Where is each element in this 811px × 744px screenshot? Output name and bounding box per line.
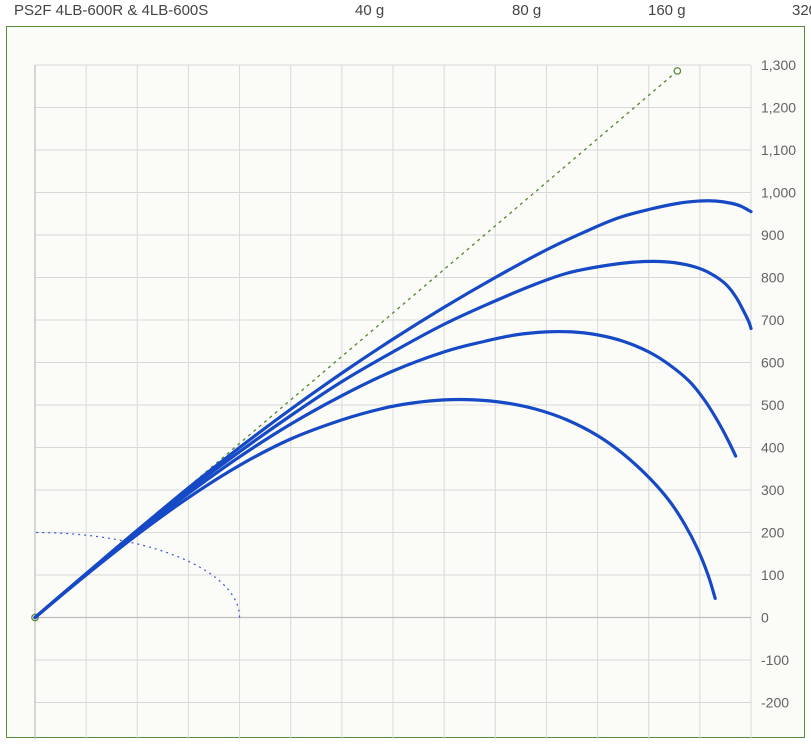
plot-svg: -300 -200 -100 0 100 200 300 400 500 600 700 800 900… — [7, 27, 806, 739]
ytick-label: 400 — [761, 440, 785, 456]
chart-container: PS2F 4LB-600R & 4LB-600S 40 g 80 g 160 g… — [0, 0, 811, 744]
ytick-label: 100 — [761, 567, 785, 583]
ytick-label: 300 — [761, 482, 785, 498]
ytick-label: -300 — [761, 737, 789, 739]
ytick-label: 900 — [761, 227, 785, 243]
ytick-label: 800 — [761, 270, 785, 286]
ytick-label: 200 — [761, 525, 785, 541]
ytick-label: 1,200 — [761, 100, 796, 116]
outer-frame: -300 -200 -100 0 100 200 300 400 500 600 700 800 900… — [6, 26, 805, 738]
reference-endpoint-end — [674, 68, 680, 74]
chart-title: PS2F 4LB-600R & 4LB-600S — [14, 2, 208, 19]
ytick-label: 600 — [761, 355, 785, 371]
ytick-label: 500 — [761, 397, 785, 413]
top-axis-label-1: 80 g — [512, 2, 541, 19]
ytick-label: 0 — [761, 610, 769, 626]
top-axis-label-3: 320 g — [792, 2, 811, 19]
ytick-label: 1,300 — [761, 57, 796, 73]
ytick-label: -100 — [761, 652, 789, 668]
top-axis-label-0: 40 g — [355, 2, 384, 19]
ytick-label: 700 — [761, 312, 785, 328]
yticks-group: -300 -200 -100 0 100 200 300 400 500 600 700 800 900… — [761, 57, 796, 739]
top-labels: PS2F 4LB-600R & 4LB-600S 40 g 80 g 160 g… — [0, 0, 811, 24]
ytick-label: -200 — [761, 695, 789, 711]
top-axis-label-2: 160 g — [648, 2, 686, 19]
ytick-label: 1,100 — [761, 142, 796, 158]
ytick-label: 1,000 — [761, 185, 796, 201]
grid-group — [35, 65, 751, 739]
